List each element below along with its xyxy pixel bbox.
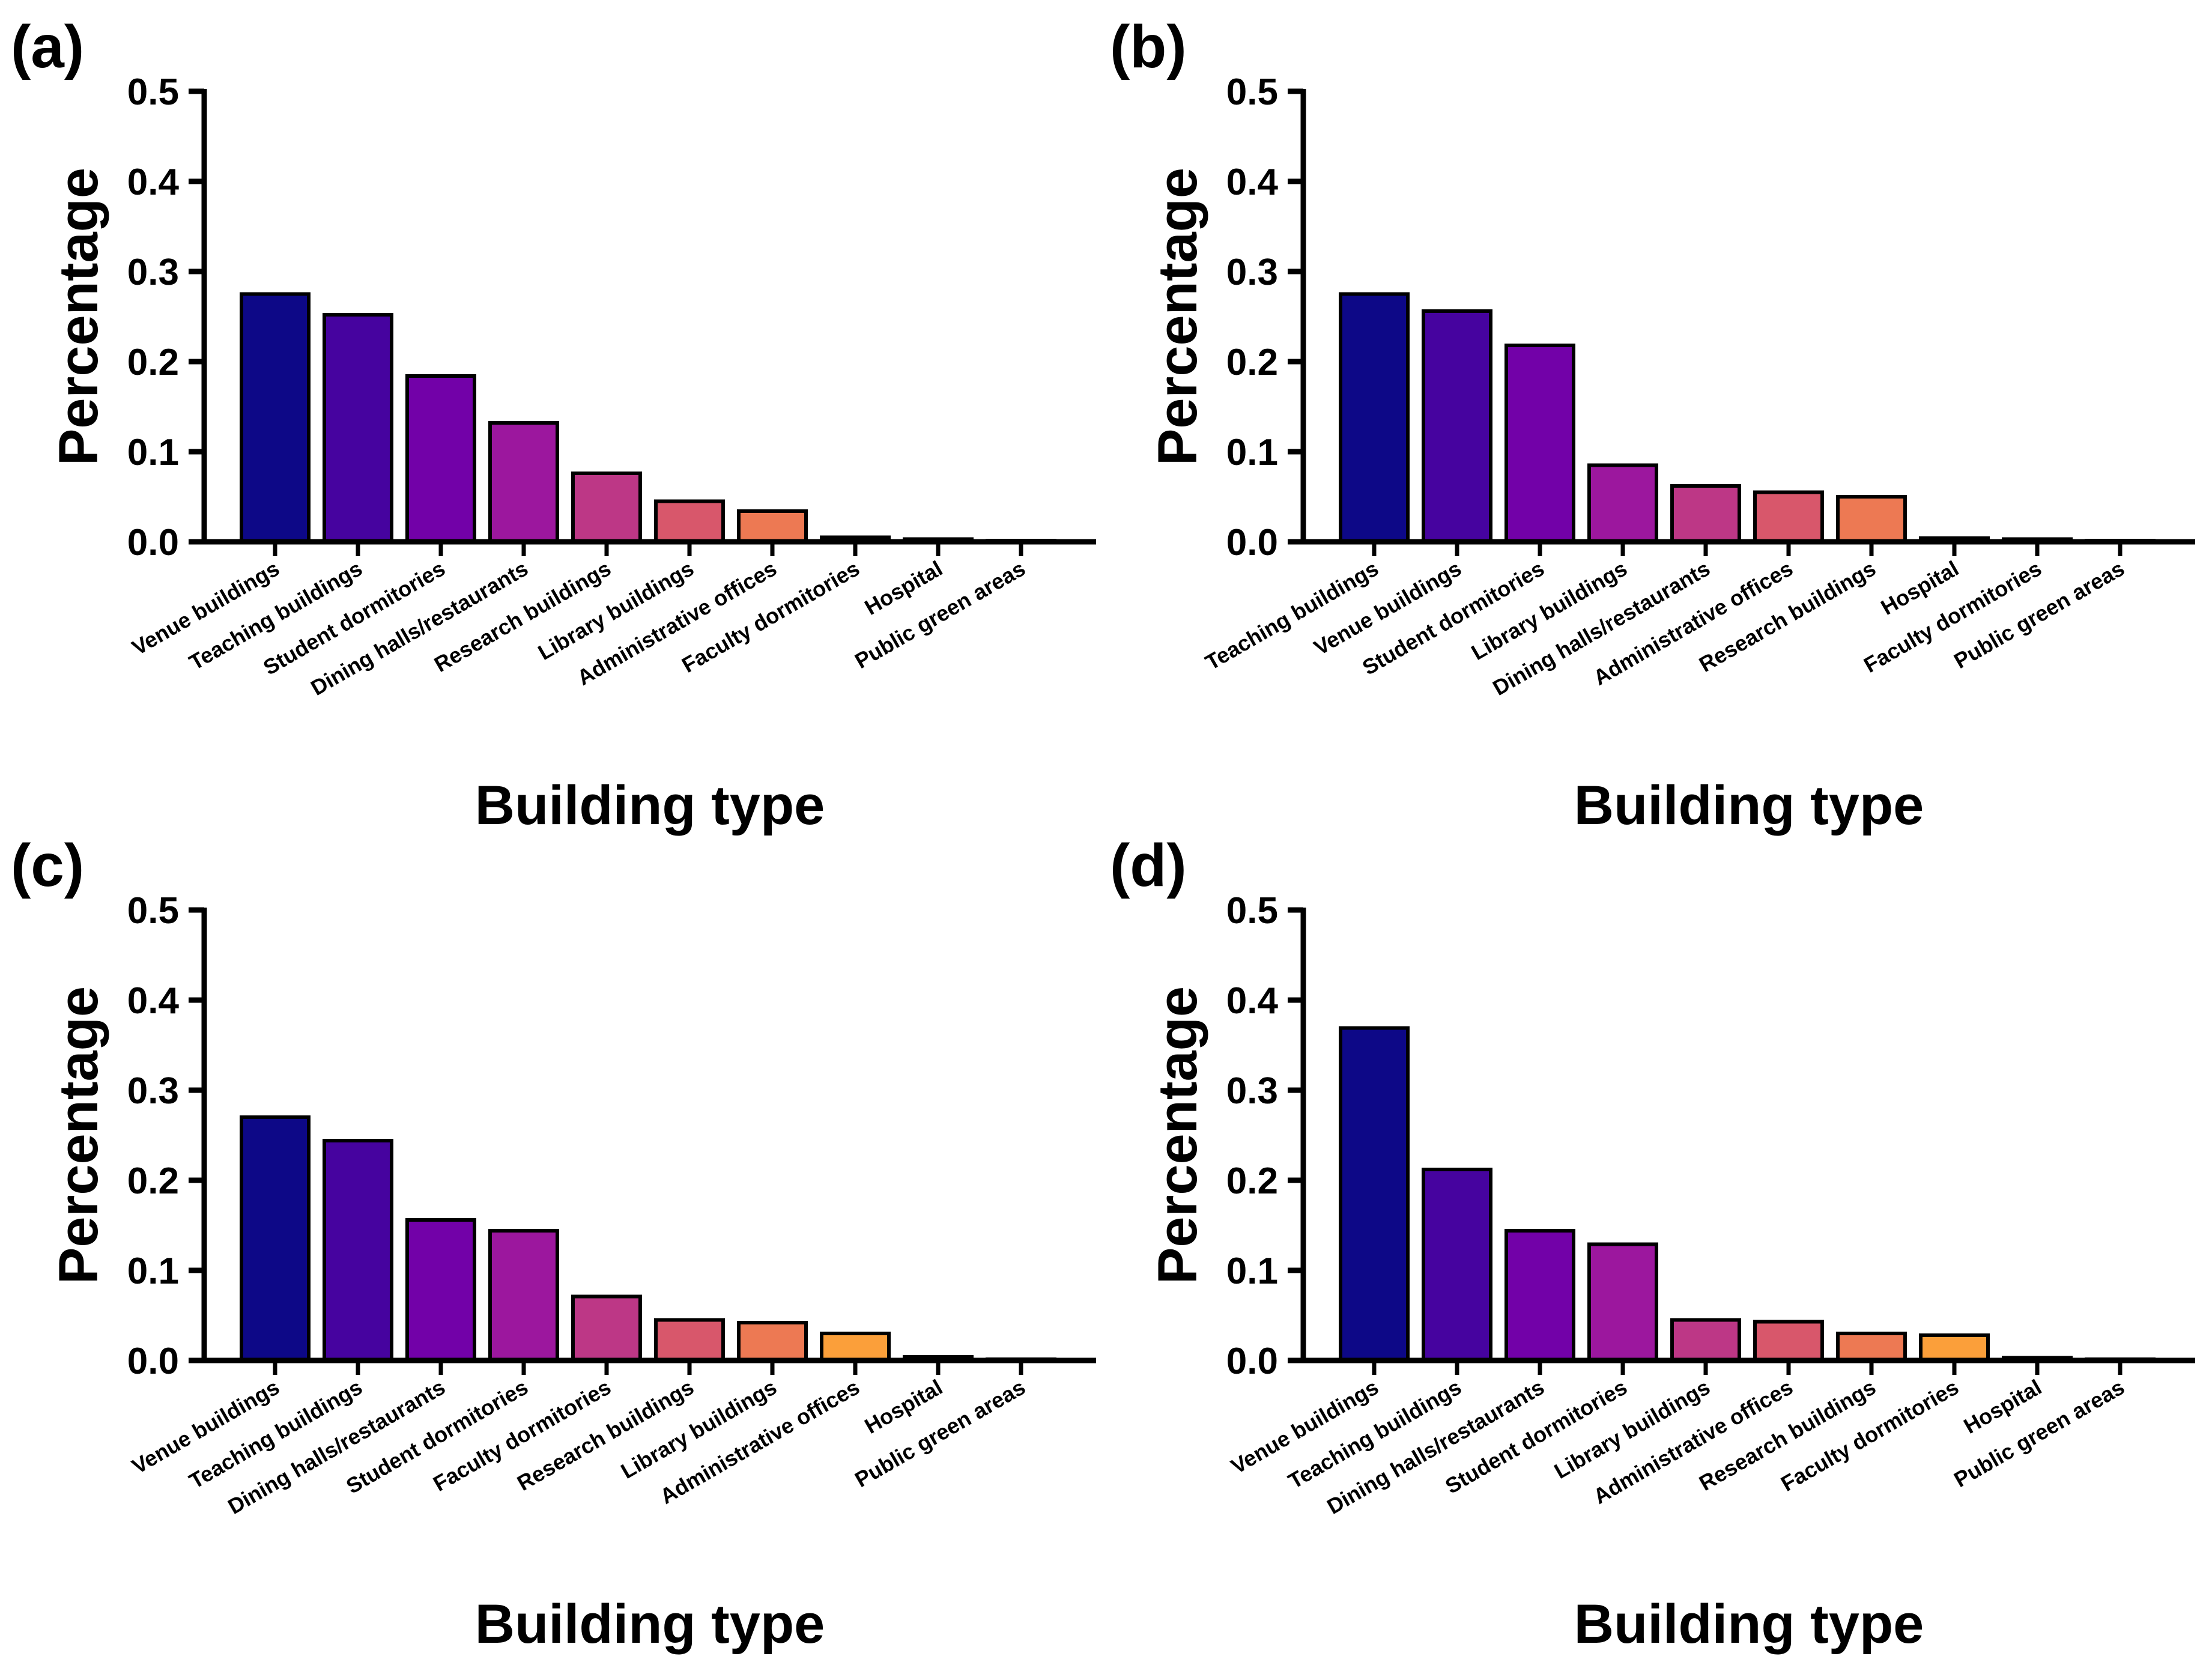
y-tick-label: 0.5	[127, 71, 179, 113]
y-axis-title: Percentage	[48, 986, 109, 1284]
y-tick-label: 0.4	[127, 162, 180, 203]
bar-teaching-buildings	[1422, 1168, 1492, 1362]
bar-research-buildings	[571, 472, 642, 544]
bar-research-buildings	[1836, 495, 1907, 544]
bar-venue-buildings	[240, 1115, 311, 1362]
panel-label: (c)	[11, 832, 84, 899]
bar-dining-halls-restaurants	[405, 1218, 476, 1362]
chart-panel-b: (b)Percentage0.00.10.20.30.40.5Teaching …	[1110, 13, 2195, 836]
x-axis-title: Building type	[475, 1594, 825, 1655]
x-axis-title: Building type	[475, 775, 825, 836]
bar-teaching-buildings	[1339, 292, 1410, 544]
y-tick-label: 0.5	[127, 890, 179, 932]
bar-student-dormitories	[488, 1229, 559, 1362]
panel-label: (a)	[11, 13, 84, 80]
y-axis-title: Percentage	[1147, 168, 1208, 466]
bar-administrative-offices	[737, 509, 808, 544]
y-tick-label: 0.5	[1226, 71, 1278, 113]
bar-venue-buildings	[1339, 1026, 1410, 1362]
y-tick-label: 0.1	[127, 432, 179, 473]
y-tick-label: 0.2	[127, 342, 179, 383]
panel-label: (d)	[1110, 832, 1187, 899]
y-tick-label: 0.1	[127, 1251, 179, 1292]
bar-library-buildings	[737, 1321, 808, 1362]
bar-venue-buildings	[1422, 309, 1492, 544]
bar-administrative-offices	[1753, 490, 1824, 544]
y-tick-label: 0.2	[1226, 1160, 1278, 1202]
x-axis-title: Building type	[1574, 1594, 1924, 1655]
y-tick-label: 0.0	[127, 522, 179, 563]
bar-dining-halls-restaurants	[1504, 1229, 1575, 1362]
y-tick-label: 0.0	[1226, 1341, 1278, 1382]
x-axis-title: Building type	[1574, 775, 1924, 836]
bar-student-dormitories	[1504, 344, 1575, 544]
y-tick-label: 0.4	[1226, 162, 1279, 203]
panel-label: (b)	[1110, 13, 1187, 80]
y-tick-label: 0.3	[127, 1070, 179, 1112]
y-tick-label: 0.2	[127, 1160, 179, 1202]
y-tick-label: 0.1	[1226, 1251, 1278, 1292]
bar-administrative-offices	[1753, 1320, 1824, 1362]
y-tick-label: 0.5	[1226, 890, 1278, 932]
bar-teaching-buildings	[323, 313, 393, 544]
y-tick-label: 0.3	[1226, 1070, 1278, 1112]
y-tick-label: 0.4	[127, 980, 180, 1022]
y-tick-label: 0.1	[1226, 432, 1278, 473]
bar-teaching-buildings	[323, 1139, 393, 1362]
y-tick-label: 0.2	[1226, 342, 1278, 383]
bar-research-buildings	[1836, 1332, 1907, 1362]
bar-faculty-dormitories	[1919, 1333, 1990, 1362]
y-axis-title: Percentage	[1147, 986, 1208, 1284]
y-tick-label: 0.4	[1226, 980, 1279, 1022]
bar-student-dormitories	[1587, 1242, 1658, 1362]
bar-administrative-offices	[820, 1332, 891, 1362]
y-tick-label: 0.3	[127, 252, 179, 293]
bar-student-dormitories	[405, 374, 476, 544]
bar-library-buildings	[1587, 463, 1658, 544]
bar-library-buildings	[654, 499, 725, 544]
bar-dining-halls-restaurants	[1670, 484, 1741, 544]
bar-faculty-dormitories	[571, 1294, 642, 1362]
bar-library-buildings	[1670, 1318, 1741, 1362]
bar-research-buildings	[654, 1318, 725, 1362]
y-tick-label: 0.0	[127, 1341, 179, 1382]
y-tick-label: 0.0	[1226, 522, 1278, 563]
y-axis-title: Percentage	[48, 168, 109, 466]
bar-dining-halls-restaurants	[488, 421, 559, 544]
bar-venue-buildings	[240, 292, 311, 544]
y-tick-label: 0.3	[1226, 252, 1278, 293]
